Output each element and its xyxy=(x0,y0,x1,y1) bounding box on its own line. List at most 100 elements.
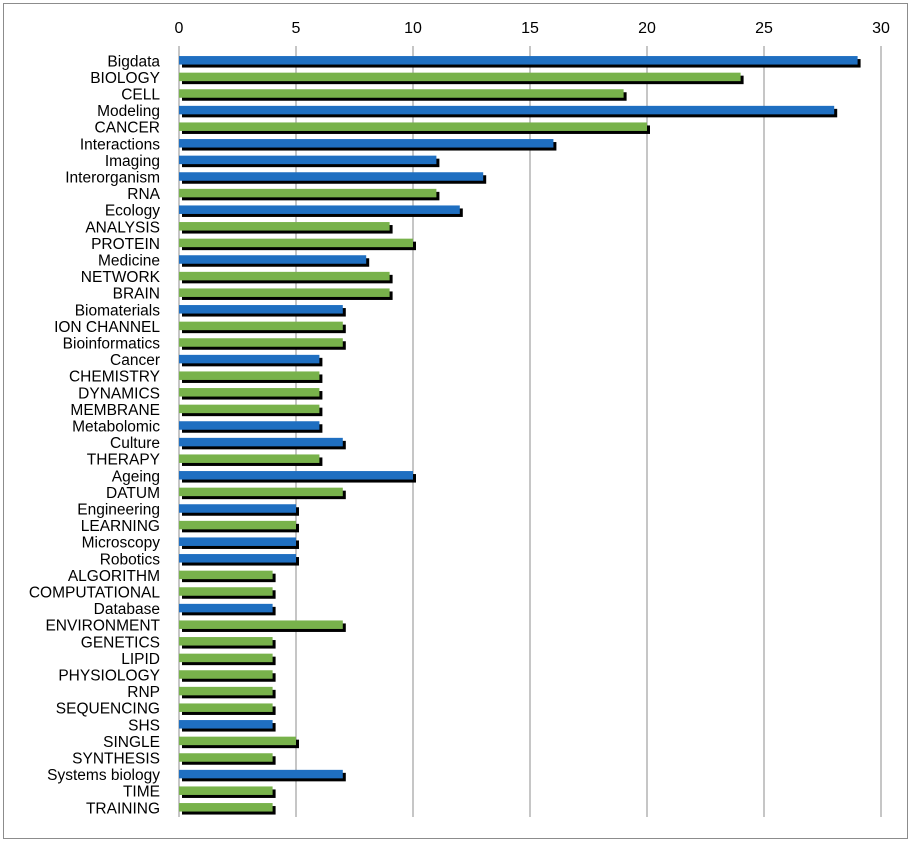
category-label: NETWORK xyxy=(81,269,161,286)
bar-cancer xyxy=(179,122,647,131)
category-label: Ecology xyxy=(105,203,160,220)
category-label: Medicine xyxy=(98,253,160,270)
category-label: Biomaterials xyxy=(75,302,161,319)
category-label: SYNTHESIS xyxy=(72,751,160,768)
category-label: RNP xyxy=(127,684,160,701)
category-label: SHS xyxy=(128,717,160,734)
bar-modeling xyxy=(179,105,835,115)
bar-interorganism xyxy=(179,172,484,181)
category-label: Cancer xyxy=(110,352,160,369)
category-label: Microscopy xyxy=(82,535,161,552)
bar-bioinformatics xyxy=(179,338,343,347)
bar-synthesis xyxy=(179,753,273,762)
bar-time xyxy=(179,786,273,795)
bar-shs xyxy=(179,720,273,729)
category-label: SINGLE xyxy=(103,734,160,751)
bar-robotics xyxy=(179,554,296,563)
bar-single xyxy=(179,736,296,746)
x-tick-label-5: 5 xyxy=(292,20,301,37)
category-label: ALGORITHM xyxy=(68,568,160,585)
bar-biology xyxy=(179,72,741,82)
x-tick-label-25: 25 xyxy=(755,20,773,37)
category-label: CANCER xyxy=(95,120,160,137)
bar-cell xyxy=(179,89,624,98)
category-label: GENETICS xyxy=(81,634,160,651)
bar-therapy xyxy=(179,454,320,463)
bar-ion-channel xyxy=(179,321,343,331)
bar-bigdata xyxy=(179,56,858,65)
bar-protein xyxy=(179,238,413,248)
category-label: THERAPY xyxy=(87,452,160,469)
bar-sequencing xyxy=(179,703,273,712)
bar-interactions xyxy=(179,139,554,148)
category-label: Imaging xyxy=(105,153,160,170)
bar-rna xyxy=(179,188,437,198)
bar-ecology xyxy=(179,205,460,214)
bar-environment xyxy=(179,620,343,629)
category-label: TIME xyxy=(123,784,160,801)
x-tick-label-0: 0 xyxy=(175,20,184,37)
bar-engineering xyxy=(179,504,296,513)
category-label: PHYSIOLOGY xyxy=(58,668,160,685)
bar-learning xyxy=(179,520,296,530)
bar-brain xyxy=(179,288,390,297)
bar-computational xyxy=(179,587,273,596)
category-label: PROTEIN xyxy=(91,236,160,253)
category-label: LEARNING xyxy=(81,518,160,535)
bar-analysis xyxy=(179,222,390,231)
category-label: BRAIN xyxy=(113,286,160,303)
category-label: RNA xyxy=(127,186,160,203)
category-label: Systems biology xyxy=(47,767,160,784)
bar-systems-biology xyxy=(179,769,343,779)
bar-network xyxy=(179,271,390,281)
category-label: ION CHANNEL xyxy=(54,319,160,336)
bar-training xyxy=(179,803,273,812)
category-label: ENVIRONMENT xyxy=(45,618,160,635)
bar-biomaterials xyxy=(179,305,343,314)
category-label: Robotics xyxy=(100,551,161,568)
bars xyxy=(179,56,861,815)
category-label: LIPID xyxy=(121,651,160,668)
category-label: CHEMISTRY xyxy=(69,369,160,386)
category-label: Ageing xyxy=(112,468,160,485)
category-label: Bioinformatics xyxy=(63,336,161,353)
bar-genetics xyxy=(179,637,273,646)
bar-lipid xyxy=(179,653,273,663)
category-label: MEMBRANE xyxy=(70,402,160,419)
bar-culture xyxy=(179,437,343,447)
bar-dynamics xyxy=(179,388,320,397)
bar-medicine xyxy=(179,255,367,264)
category-label: COMPUTATIONAL xyxy=(29,585,161,602)
category-label: DATUM xyxy=(106,485,160,502)
bar-imaging xyxy=(179,155,437,165)
bar-microscopy xyxy=(179,537,296,546)
bar-physiology xyxy=(179,670,273,679)
bar-metabolomic xyxy=(179,421,320,430)
category-label: ANALYSIS xyxy=(85,219,160,236)
x-axis-tick-labels: 0 5 10 15 20 25 30 xyxy=(175,20,890,37)
category-label: Metabolomic xyxy=(72,419,160,436)
bar-database xyxy=(179,603,273,613)
category-label: Bigdata xyxy=(107,53,160,70)
x-tick-label-15: 15 xyxy=(521,20,539,37)
x-tick-label-30: 30 xyxy=(872,20,890,37)
category-label: CELL xyxy=(121,87,160,104)
category-label: Interactions xyxy=(80,136,160,153)
x-tick-label-20: 20 xyxy=(638,20,656,37)
x-tick-label-10: 10 xyxy=(404,20,422,37)
bar-rnp xyxy=(179,686,273,696)
bar-ageing xyxy=(179,471,413,480)
bar-algorithm xyxy=(179,570,273,580)
category-label: SEQUENCING xyxy=(56,701,160,718)
category-label: Modeling xyxy=(97,103,160,120)
category-label: Culture xyxy=(110,435,160,452)
category-label: Database xyxy=(94,601,160,618)
bar-cancer xyxy=(179,354,320,364)
category-label: DYNAMICS xyxy=(78,385,160,402)
category-labels: BigdataBIOLOGYCELLModelingCANCERInteract… xyxy=(29,53,161,817)
category-label: TRAINING xyxy=(86,800,160,817)
category-label: Interorganism xyxy=(65,170,160,187)
bar-chemistry xyxy=(179,371,320,380)
category-label: Engineering xyxy=(77,502,160,519)
